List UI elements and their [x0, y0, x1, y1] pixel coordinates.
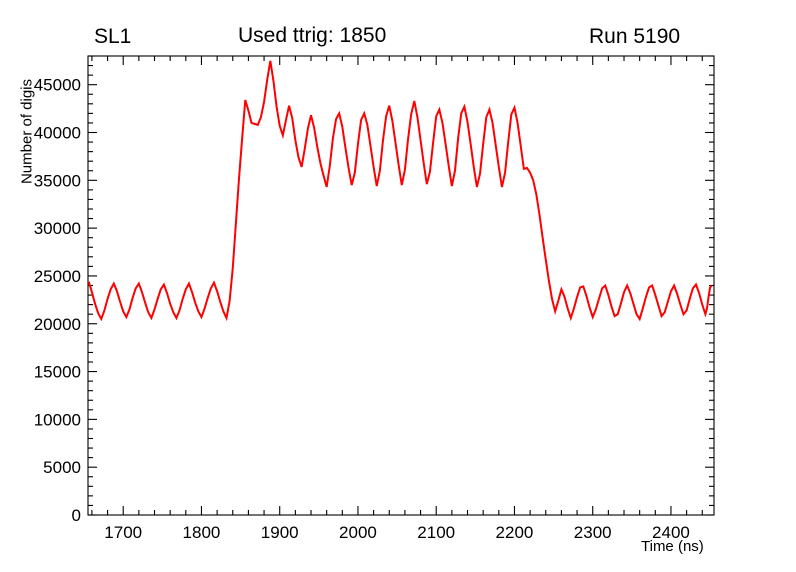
tick-label: 25000 — [34, 267, 81, 286]
tick-label: 2200 — [496, 523, 534, 542]
axis-ticks — [88, 55, 714, 516]
axis-tick-labels: 1700 1800 1900 2000 2100 2200 2300 2400 0 5000 100… — [34, 76, 690, 542]
tick-label: 2100 — [417, 523, 455, 542]
x-axis-label: Time (ns) — [641, 538, 704, 555]
tick-label: 2000 — [339, 523, 377, 542]
tick-label: 45000 — [34, 76, 81, 95]
tick-label: 1900 — [261, 523, 299, 542]
tick-label: 1700 — [104, 523, 142, 542]
plot-frame — [87, 55, 715, 516]
tick-label: 40000 — [34, 124, 81, 143]
tick-label: 0 — [72, 506, 81, 525]
tick-label: 30000 — [34, 219, 81, 238]
tick-label: 2300 — [574, 523, 612, 542]
data-series-line — [87, 60, 713, 322]
chart-title: Used ttrig: 1850 — [238, 24, 387, 47]
subtitle-left: SL1 — [94, 25, 132, 48]
subtitle-right: Run 5190 — [589, 25, 681, 48]
tick-label: 35000 — [34, 171, 81, 190]
tick-label: 1800 — [183, 523, 221, 542]
tick-label: 2400 — [652, 523, 690, 542]
tick-label: 10000 — [34, 410, 81, 429]
tick-label: 15000 — [34, 363, 81, 382]
tick-label: 20000 — [34, 315, 81, 334]
tick-label: 5000 — [43, 458, 81, 477]
